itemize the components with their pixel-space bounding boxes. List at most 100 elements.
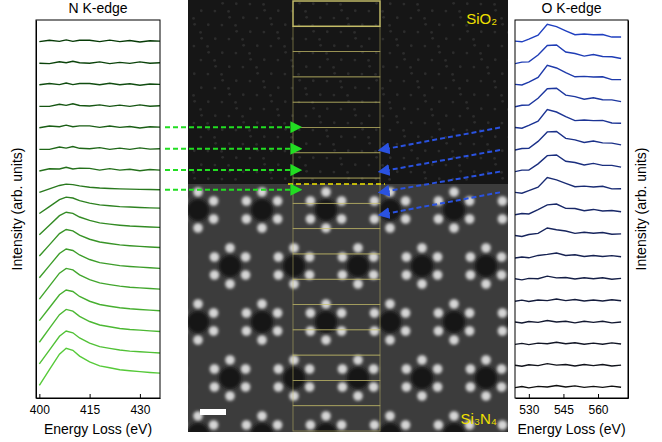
speckle <box>319 16 322 19</box>
atom-column <box>353 355 363 365</box>
atom-column <box>465 308 475 318</box>
atom-column <box>433 364 443 374</box>
x-axis-title: Energy Loss (eV) <box>517 421 625 437</box>
speckle <box>451 73 454 76</box>
spectrum <box>515 177 621 193</box>
speckle <box>452 2 455 5</box>
spectrum <box>515 110 621 129</box>
spectrum <box>515 131 621 150</box>
atom-column <box>225 243 235 253</box>
speckle <box>192 171 195 174</box>
atom-column <box>306 214 316 224</box>
speckle <box>424 149 427 152</box>
lattice-hole <box>188 311 209 333</box>
speckle <box>438 177 441 180</box>
atom-column <box>433 382 443 392</box>
speckle <box>304 87 307 90</box>
speckle <box>318 115 321 118</box>
speckle <box>207 51 210 54</box>
atom-column <box>481 355 491 365</box>
speckle <box>417 135 420 138</box>
speckle <box>220 73 223 76</box>
spectrum <box>39 125 160 128</box>
speckle <box>389 107 392 110</box>
lattice-hole <box>251 199 273 221</box>
speckle <box>263 108 266 111</box>
atom-column <box>466 382 476 392</box>
speckle <box>269 17 272 20</box>
speckle <box>360 122 363 125</box>
speckle <box>235 52 238 55</box>
atom-column <box>402 252 412 262</box>
speckle <box>277 86 280 89</box>
speckle <box>200 9 203 12</box>
atom-column <box>225 391 235 401</box>
lattice-hole <box>379 423 401 432</box>
speckle <box>389 129 392 132</box>
speckle <box>312 156 315 159</box>
speckle <box>221 101 224 104</box>
interface-line <box>288 183 385 185</box>
atom-column <box>337 326 347 336</box>
atom-column <box>305 270 315 280</box>
atom-column <box>321 187 331 197</box>
atom-column <box>417 243 427 253</box>
pointer-arrow <box>165 189 300 191</box>
atom-column <box>274 364 284 374</box>
speckle <box>381 164 384 167</box>
speckle <box>207 73 210 76</box>
spectrum <box>39 348 160 385</box>
speckle <box>242 121 245 124</box>
speckle <box>458 10 461 13</box>
speckle <box>361 128 364 131</box>
speckle <box>312 52 315 55</box>
speckle <box>298 156 301 159</box>
speckle <box>501 45 504 48</box>
speckle <box>312 79 315 82</box>
speckle <box>326 80 329 83</box>
speckle <box>262 3 265 6</box>
atom-column <box>209 308 219 318</box>
atom-column <box>225 279 235 289</box>
atom-column <box>338 364 348 374</box>
integration-box <box>293 355 380 380</box>
x-tick-mark <box>563 394 564 398</box>
speckle <box>305 170 308 173</box>
speckle <box>361 150 364 153</box>
atom-column <box>306 308 316 318</box>
speckle <box>346 171 349 174</box>
x-tick: 430 <box>130 394 150 417</box>
speckle <box>458 87 461 90</box>
x-tick: 560 <box>589 394 609 417</box>
atom-column <box>465 326 475 336</box>
atom-column <box>257 411 267 421</box>
speckle <box>242 143 245 146</box>
lattice-hole <box>188 199 209 221</box>
speckle <box>431 9 434 12</box>
atom-column <box>241 382 251 392</box>
atom-column <box>498 214 508 224</box>
speckle <box>318 38 321 41</box>
speckle <box>298 79 301 82</box>
speckle <box>200 59 203 62</box>
speckle <box>199 108 202 111</box>
speckle <box>249 58 252 61</box>
speckle <box>431 163 434 166</box>
speckle <box>403 3 406 6</box>
spectrum <box>39 249 160 278</box>
speckle <box>438 51 441 54</box>
speckle <box>270 149 273 152</box>
spectrum <box>515 155 621 172</box>
speckle <box>507 108 508 111</box>
plot-frame <box>515 20 628 398</box>
atom-column <box>274 382 284 392</box>
speckle <box>192 94 195 97</box>
atom-column <box>305 382 315 392</box>
atom-column <box>273 326 283 336</box>
speckle <box>262 80 265 83</box>
integration-box <box>293 26 380 51</box>
speckle <box>487 121 490 124</box>
speckle <box>480 30 483 33</box>
speckle <box>333 17 336 20</box>
atom-column <box>434 308 444 318</box>
